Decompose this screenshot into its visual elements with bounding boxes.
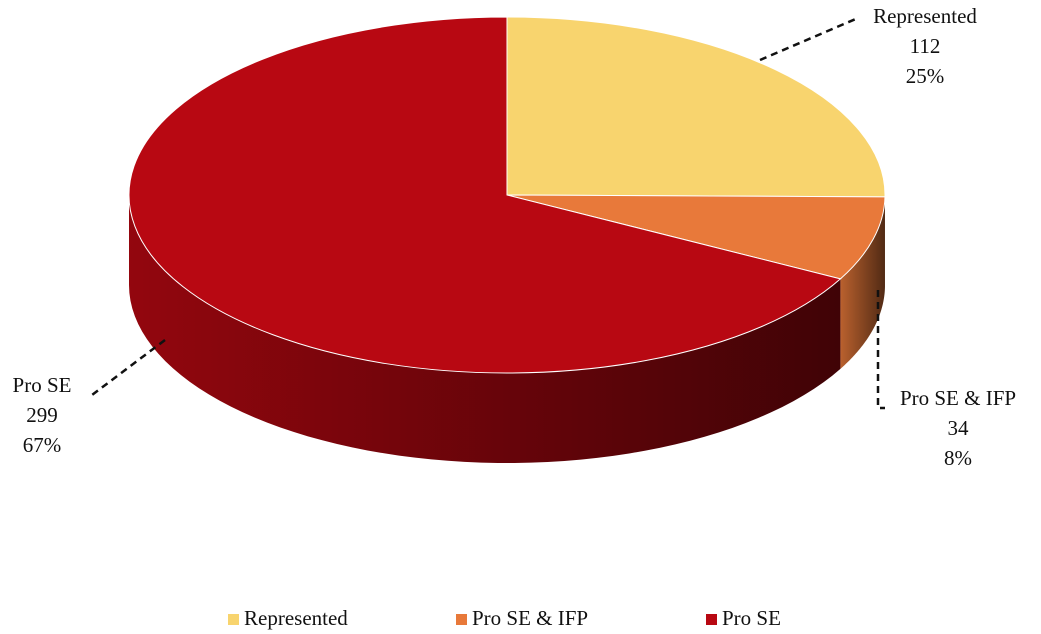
- data-label-name: Pro SE: [13, 373, 72, 397]
- legend-swatch: [706, 614, 717, 625]
- data-label-value: 299: [26, 403, 58, 427]
- leader-line: [91, 339, 166, 396]
- data-label-name: Represented: [873, 4, 977, 28]
- slice: [506, 194, 886, 280]
- legend-swatch: [228, 614, 239, 625]
- data-label-percent: 25%: [906, 64, 945, 88]
- data-label-percent: 67%: [23, 433, 62, 457]
- slice-side: [129, 195, 841, 463]
- legend-swatch: [456, 614, 467, 625]
- slice: [506, 16, 886, 198]
- data-label-value: 112: [910, 34, 941, 58]
- leader-line: [759, 16, 859, 62]
- data-label-name: Pro SE & IFP: [900, 386, 1016, 410]
- leader-line: [876, 290, 885, 410]
- legend-label: Pro SE: [722, 606, 781, 630]
- slice: [128, 16, 842, 374]
- legend-label: Pro SE & IFP: [472, 606, 588, 630]
- slice-side: [840, 196, 885, 369]
- data-label-percent: 8%: [944, 446, 972, 470]
- legend-label: Represented: [244, 606, 348, 630]
- data-label-value: 34: [948, 416, 970, 440]
